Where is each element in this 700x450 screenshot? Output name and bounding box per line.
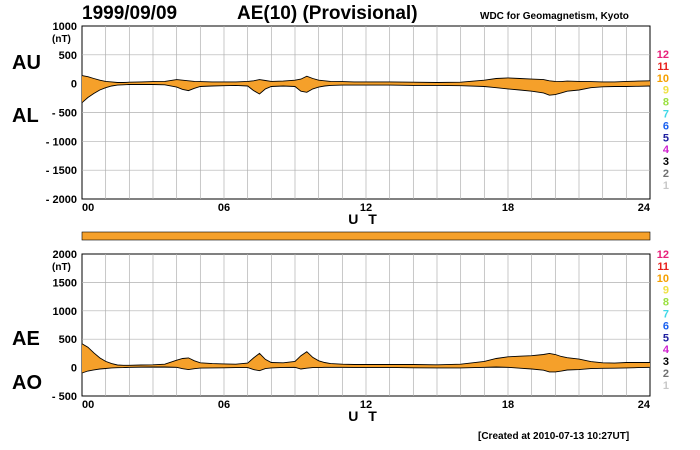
- station-count-label: 2: [663, 168, 669, 180]
- station-count-label: 10: [657, 273, 669, 285]
- series-al-line: [81, 84, 651, 104]
- y-tick-label: 2000: [53, 249, 77, 261]
- station-count-label: 1: [663, 180, 669, 192]
- station-count-label: 6: [663, 320, 669, 332]
- station-count-label: 4: [663, 144, 670, 156]
- area-fill-1: [82, 75, 650, 103]
- y-tick-label: - 2000: [46, 194, 77, 206]
- series-ao-line: [81, 366, 651, 374]
- station-count-label: 5: [663, 132, 669, 144]
- station-count-label: 2: [663, 368, 669, 380]
- series-au-line: [81, 75, 651, 83]
- series-ae-line: [81, 343, 650, 366]
- x-tick-label: 18: [502, 202, 514, 214]
- date-title: 1999/09/09: [82, 3, 178, 24]
- station-count-label: 6: [663, 120, 669, 132]
- y-tick-label: - 1500: [46, 165, 77, 177]
- station-count-label: 8: [663, 297, 669, 309]
- x-tick-label: 06: [218, 202, 230, 214]
- x-tick-label: 12: [360, 202, 372, 214]
- x-tick-label: 06: [218, 399, 230, 411]
- y-tick-label: - 1000: [46, 136, 77, 148]
- y-tick-label: 0: [71, 79, 77, 91]
- x-tick-label: 24: [638, 399, 651, 411]
- station-count-label: 3: [663, 156, 669, 168]
- panel2-unit: (nT): [52, 262, 71, 273]
- station-count-label: 5: [663, 332, 669, 344]
- x-axis-label: U T: [348, 211, 380, 227]
- panel1-unit: (nT): [52, 34, 71, 45]
- y-tick-label: 1500: [53, 277, 77, 289]
- data-availability-bar: [81, 231, 651, 241]
- area-fill-2: [82, 343, 650, 373]
- station-count-label: 8: [663, 97, 669, 109]
- source-label: WDC for Geomagnetism, Kyoto: [480, 11, 629, 22]
- x-tick-label: 00: [82, 399, 94, 411]
- x-tick-label: 00: [82, 202, 94, 214]
- y-tick-label: 500: [59, 50, 77, 62]
- index-title: AE(10) (Provisional): [237, 3, 418, 24]
- station-count-label: 12: [657, 249, 669, 261]
- x-tick-label: 18: [502, 399, 514, 411]
- au-label: AU: [12, 52, 41, 74]
- station-count-label: 11: [657, 261, 669, 273]
- x-axis-label: U T: [348, 408, 380, 424]
- station-count-label: 4: [663, 344, 670, 356]
- station-count-label: 11: [657, 61, 669, 73]
- y-tick-label: 0: [71, 363, 77, 375]
- y-tick-label: - 500: [52, 108, 77, 120]
- station-count-label: 3: [663, 356, 669, 368]
- x-tick-label: 12: [360, 399, 372, 411]
- station-count-label: 12: [657, 49, 669, 61]
- ao-label: AO: [12, 372, 42, 394]
- station-count-label: 9: [663, 85, 669, 97]
- station-count-label: 10: [657, 73, 669, 85]
- x-tick-label: 24: [638, 202, 651, 214]
- y-tick-label: 1000: [53, 21, 77, 33]
- y-tick-label: 1000: [53, 306, 77, 318]
- created-timestamp: [Created at 2010-07-13 10:27UT]: [478, 431, 630, 442]
- al-label: AL: [12, 105, 39, 127]
- station-count-label: 7: [663, 309, 669, 321]
- station-count-label: 7: [663, 109, 669, 121]
- y-tick-label: 500: [59, 334, 77, 346]
- y-tick-label: - 500: [52, 391, 77, 403]
- station-count-label: 1: [663, 380, 669, 392]
- station-count-label: 9: [663, 285, 669, 297]
- ae-label: AE: [12, 328, 40, 350]
